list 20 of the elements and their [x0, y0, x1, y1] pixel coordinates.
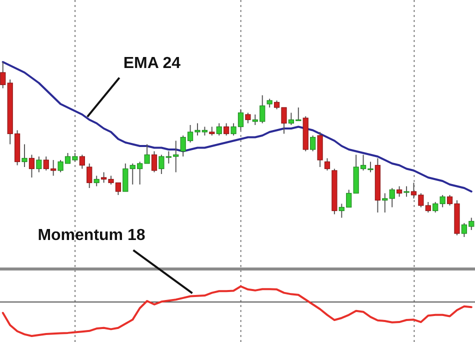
candlestick — [94, 175, 100, 187]
candlestick — [28, 154, 35, 178]
candlestick — [310, 135, 316, 152]
candlestick — [404, 186, 410, 198]
candlestick — [36, 156, 42, 173]
text: Momentum 18 — [38, 227, 146, 244]
candlestick — [245, 112, 251, 124]
candlestick — [122, 163, 128, 192]
candlestick — [22, 144, 28, 168]
candlestick — [389, 188, 395, 208]
candlestick — [396, 186, 402, 198]
candlestick — [324, 158, 330, 171]
candlestick — [79, 154, 85, 170]
candlestick — [0, 62, 6, 89]
candlestick — [224, 122, 230, 136]
candlestick — [151, 150, 158, 173]
candlestick — [86, 163, 92, 188]
candlestick — [382, 192, 388, 213]
text: EMA 24 — [123, 54, 181, 72]
candlestick — [216, 122, 222, 136]
